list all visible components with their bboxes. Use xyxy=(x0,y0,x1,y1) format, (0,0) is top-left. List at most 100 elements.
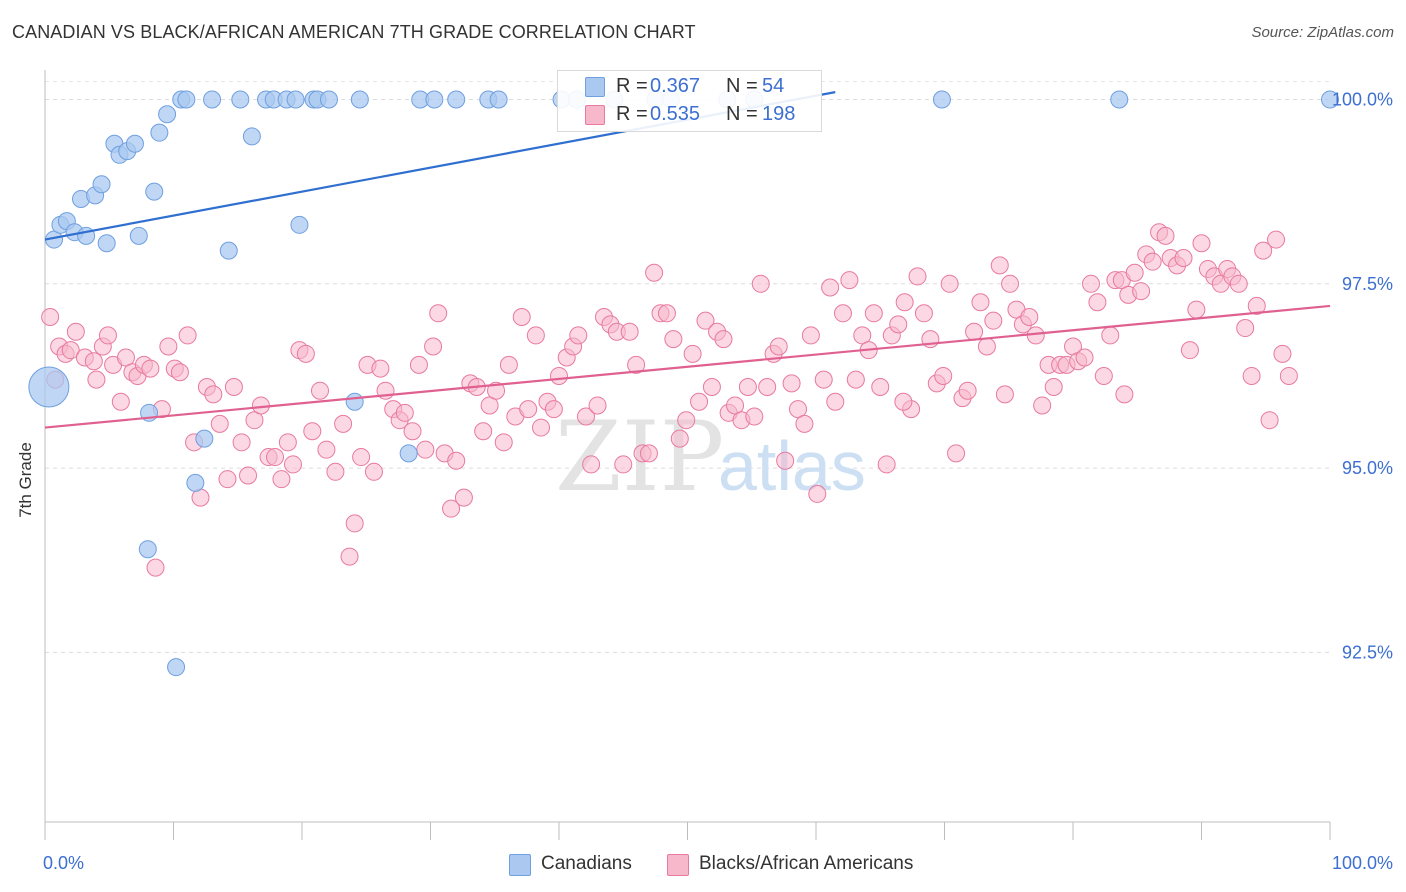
blacks-point xyxy=(758,378,777,397)
blacks-point xyxy=(1229,274,1248,293)
canadians-point xyxy=(177,90,196,109)
blacks-point xyxy=(487,381,506,400)
blacks-point xyxy=(251,396,270,415)
blacks-point xyxy=(1132,282,1151,301)
n-value: 198 xyxy=(762,103,796,125)
blacks-point xyxy=(87,370,106,389)
blacks-point xyxy=(664,330,683,349)
blacks-point xyxy=(544,400,563,419)
r-value: 0.367 xyxy=(650,75,701,97)
source-label[interactable]: Source: ZipAtlas.com xyxy=(1251,24,1394,41)
blacks-point xyxy=(657,304,676,323)
trend-lines xyxy=(44,91,1331,429)
blacks-point xyxy=(345,514,364,533)
stats-legend: R = 0.367 N = 54 R = 0.535 N = 198 xyxy=(557,70,822,132)
blacks-point xyxy=(582,455,601,474)
blacks-point xyxy=(442,499,461,518)
blacks-point xyxy=(239,466,258,485)
blacks-point xyxy=(499,355,518,374)
stats-row-canadians: R = 0.367 N = 54 xyxy=(558,73,821,99)
chart-title: CANADIAN VS BLACK/AFRICAN AMERICAN 7TH G… xyxy=(12,22,696,42)
canadians-point xyxy=(167,658,186,677)
blacks-point xyxy=(1273,344,1292,363)
blacks-point xyxy=(519,400,538,419)
blacks-point xyxy=(1088,293,1107,312)
blacks-swatch xyxy=(585,105,605,125)
blacks-point xyxy=(84,352,103,371)
canadians-point xyxy=(92,175,111,194)
canadians-point xyxy=(242,127,261,146)
blacks-point xyxy=(218,470,237,489)
canadians-point xyxy=(345,392,364,411)
blacks-point xyxy=(808,484,827,503)
blacks-point xyxy=(894,392,913,411)
canadians-point xyxy=(319,90,338,109)
blacks-point xyxy=(232,433,251,452)
blacks-point xyxy=(1044,378,1063,397)
tick-labels: 100.0% 97.5% 95.0% 92.5% 0.0% 100.0% xyxy=(43,89,1393,873)
blacks-point xyxy=(846,370,865,389)
blacks-point xyxy=(204,385,223,404)
n-label: N = xyxy=(726,103,758,125)
blacks-point xyxy=(627,355,646,374)
blacks-point xyxy=(639,444,658,463)
blacks-point xyxy=(795,414,814,433)
y-tick-label: 92.5% xyxy=(1342,642,1393,662)
canadians-point xyxy=(150,123,169,142)
canadians-point xyxy=(489,90,508,109)
blacks-point xyxy=(1125,263,1144,282)
canadians-point xyxy=(1321,90,1339,109)
canadians-swatch xyxy=(585,77,605,97)
blacks-point xyxy=(614,455,633,474)
blacks-point xyxy=(371,359,390,378)
y-tick-label: 100.0% xyxy=(1332,89,1393,109)
blacks-point xyxy=(782,374,801,393)
blacks-point xyxy=(170,363,189,382)
blacks-point xyxy=(272,470,291,489)
canadians-point xyxy=(231,90,250,109)
blacks-point xyxy=(1180,341,1199,360)
blacks-point xyxy=(670,429,689,448)
blacks-point xyxy=(532,418,551,437)
blacks-point xyxy=(1094,366,1113,385)
x-tick-label: 0.0% xyxy=(43,853,84,873)
blacks-point xyxy=(1115,385,1134,404)
canadians-point xyxy=(286,90,305,109)
axes xyxy=(44,70,1331,840)
blacks-point xyxy=(958,381,977,400)
blacks-point xyxy=(550,366,568,385)
y-tick-label: 97.5% xyxy=(1342,274,1393,294)
blacks-point xyxy=(995,385,1014,404)
canadians-point xyxy=(425,90,444,109)
blacks-point xyxy=(494,433,513,452)
canadians-point xyxy=(158,105,177,124)
canadians-point xyxy=(129,226,148,245)
blacks-point xyxy=(965,322,984,341)
blacks-point xyxy=(146,558,165,577)
canadians-point xyxy=(219,241,238,260)
blacks-point xyxy=(340,547,359,566)
blacks-point xyxy=(977,337,996,356)
canadians-point xyxy=(195,429,214,448)
blacks-point xyxy=(296,344,315,363)
blacks-point xyxy=(683,344,702,363)
blacks-point xyxy=(840,271,859,290)
canadians-point xyxy=(97,234,116,253)
canadians-point xyxy=(203,90,222,109)
blacks-point xyxy=(416,440,435,459)
blacks-point xyxy=(947,444,966,463)
blacks-point xyxy=(645,263,664,282)
r-label: R = xyxy=(616,103,648,125)
blacks-point xyxy=(429,304,448,323)
blacks-point xyxy=(310,381,329,400)
blacks-point xyxy=(352,448,371,467)
blacks-point xyxy=(677,411,696,430)
blacks-point xyxy=(1247,296,1266,315)
blacks-point xyxy=(833,304,852,323)
blacks-point xyxy=(801,326,820,345)
canadians-point xyxy=(399,444,418,463)
legend-label: Canadians xyxy=(541,853,632,874)
blacks-point xyxy=(1192,234,1211,253)
blacks-point xyxy=(1174,249,1193,267)
